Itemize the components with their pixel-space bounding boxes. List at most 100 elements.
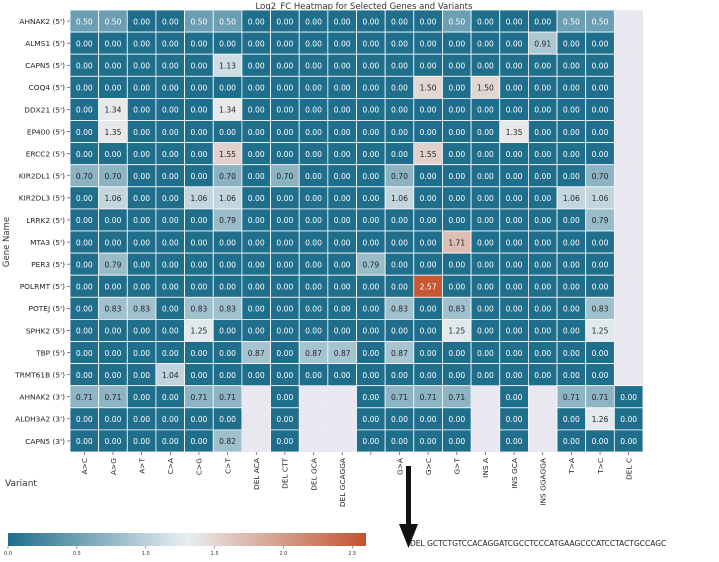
cell-value-label: 0.00 bbox=[334, 327, 351, 336]
cell-value-label: 0.83 bbox=[190, 305, 207, 314]
cell-value-label: 0.00 bbox=[592, 106, 609, 115]
cell-value-label: 0.00 bbox=[133, 415, 150, 424]
cell-value-label: 0.00 bbox=[506, 327, 523, 336]
cell-value-label: 0.00 bbox=[162, 172, 179, 181]
cell-value-label: 0.00 bbox=[334, 39, 351, 48]
cell-value-label: 0.00 bbox=[76, 260, 93, 269]
cell-value-label: 0.70 bbox=[592, 172, 609, 181]
heatmap-cell-empty bbox=[471, 407, 500, 430]
cell-value-label: 0.71 bbox=[592, 393, 609, 402]
cell-value-label: 0.00 bbox=[362, 349, 379, 358]
cell-value-label: 0.00 bbox=[420, 437, 437, 446]
cell-value-label: 0.00 bbox=[219, 128, 236, 137]
cell-value-label: 0.00 bbox=[305, 194, 322, 203]
col-label: DEL CTT bbox=[281, 458, 290, 489]
cell-value-label: 0.00 bbox=[420, 415, 437, 424]
cell-value-label: 0.00 bbox=[248, 305, 265, 314]
cell-value-label: 0.87 bbox=[305, 349, 322, 358]
cell-value-label: 0.00 bbox=[190, 172, 207, 181]
cell-value-label: 0.00 bbox=[534, 216, 551, 225]
heatmap-cell-empty bbox=[528, 407, 558, 430]
cell-value-label: 0.00 bbox=[133, 371, 150, 380]
cell-value-label: 0.00 bbox=[362, 327, 379, 336]
cell-value-label: 0.87 bbox=[391, 349, 408, 358]
cell-value-label: 0.00 bbox=[162, 39, 179, 48]
row-label: KIR2DL1 (5') bbox=[19, 172, 65, 181]
cell-value-label: 0.00 bbox=[592, 39, 609, 48]
cell-value-label: 0.00 bbox=[534, 106, 551, 115]
cell-value-label: 0.00 bbox=[391, 327, 408, 336]
cell-value-label: 0.00 bbox=[592, 150, 609, 159]
cell-value-label: 0.00 bbox=[190, 150, 207, 159]
cell-value-label: 0.00 bbox=[276, 150, 293, 159]
cell-value-label: 0.00 bbox=[276, 371, 293, 380]
cell-value-label: 0.00 bbox=[362, 238, 379, 247]
cell-value-label: 0.00 bbox=[105, 216, 122, 225]
cell-value-label: 0.00 bbox=[448, 39, 465, 48]
cell-value-label: 0.00 bbox=[362, 437, 379, 446]
cell-value-label: 0.00 bbox=[305, 260, 322, 269]
cell-value-label: 0.00 bbox=[362, 371, 379, 380]
cell-value-label: 0.70 bbox=[391, 172, 408, 181]
cell-value-label: 0.00 bbox=[162, 61, 179, 70]
cell-value-label: 0.00 bbox=[305, 106, 322, 115]
cell-value-label: 0.00 bbox=[420, 61, 437, 70]
cell-value-label: 1.25 bbox=[592, 327, 609, 336]
heatmap-cell-empty bbox=[614, 341, 643, 364]
cell-value-label: 0.00 bbox=[334, 371, 351, 380]
cell-value-label: 0.00 bbox=[362, 61, 379, 70]
cell-value-label: 0.00 bbox=[534, 238, 551, 247]
cell-value-label: 0.71 bbox=[105, 393, 122, 402]
row-label: CAPN5 (5') bbox=[25, 61, 65, 70]
cell-value-label: 0.00 bbox=[391, 150, 408, 159]
cell-value-label: 0.00 bbox=[477, 17, 494, 26]
cell-value-label: 0.00 bbox=[592, 128, 609, 137]
heatmap-cell-empty bbox=[614, 253, 643, 276]
cell-value-label: 0.00 bbox=[534, 172, 551, 181]
cell-value-label: 0.00 bbox=[592, 84, 609, 93]
cell-value-label: 0.00 bbox=[420, 216, 437, 225]
cell-value-label: 0.00 bbox=[105, 437, 122, 446]
cell-value-label: 0.71 bbox=[391, 393, 408, 402]
cell-value-label: 0.00 bbox=[534, 260, 551, 269]
cell-value-label: 0.00 bbox=[190, 128, 207, 137]
cell-value-label: 0.00 bbox=[76, 282, 93, 291]
row-label: ALMS1 (5') bbox=[25, 39, 65, 48]
cell-value-label: 0.00 bbox=[105, 238, 122, 247]
chart-title: Log2_FC Heatmap for Selected Genes and V… bbox=[256, 2, 473, 12]
cell-value-label: 0.00 bbox=[477, 327, 494, 336]
cell-value-label: 0.00 bbox=[563, 238, 580, 247]
cell-value-label: 0.00 bbox=[448, 61, 465, 70]
cell-value-label: 0.00 bbox=[162, 238, 179, 247]
cell-value-label: 0.00 bbox=[219, 327, 236, 336]
cell-value-label: 0.00 bbox=[506, 238, 523, 247]
cell-value-label: 0.00 bbox=[334, 238, 351, 247]
col-label: C>G bbox=[195, 458, 204, 475]
cell-value-label: 0.00 bbox=[133, 238, 150, 247]
cell-value-label: 0.83 bbox=[592, 305, 609, 314]
cell-value-label: 0.71 bbox=[448, 393, 465, 402]
cell-value-label: 0.00 bbox=[190, 437, 207, 446]
cell-value-label: 0.50 bbox=[219, 17, 236, 26]
cell-value-label: 0.00 bbox=[133, 128, 150, 137]
cell-value-label: 0.00 bbox=[276, 216, 293, 225]
cell-value-label: 0.00 bbox=[276, 327, 293, 336]
cell-value-label: 0.00 bbox=[305, 150, 322, 159]
heatmap-cell-empty bbox=[241, 407, 271, 430]
row-label: AHNAK2 (3') bbox=[19, 393, 65, 402]
heatmap-cell-empty bbox=[614, 120, 643, 143]
row-label: SPHK2 (5') bbox=[26, 326, 65, 335]
cell-value-label: 0.00 bbox=[334, 194, 351, 203]
cell-value-label: 0.00 bbox=[391, 106, 408, 115]
cell-value-label: 0.00 bbox=[620, 437, 637, 446]
cell-value-label: 0.00 bbox=[477, 260, 494, 269]
cell-value-label: 0.00 bbox=[248, 216, 265, 225]
heatmap-cell-empty bbox=[327, 407, 357, 430]
cell-value-label: 0.00 bbox=[448, 194, 465, 203]
heatmap-cell-empty bbox=[614, 186, 643, 209]
cell-value-label: 1.35 bbox=[105, 128, 122, 137]
row-label: LRRK2 (5') bbox=[26, 216, 65, 225]
cell-value-label: 0.00 bbox=[506, 194, 523, 203]
cell-value-label: 0.00 bbox=[76, 61, 93, 70]
